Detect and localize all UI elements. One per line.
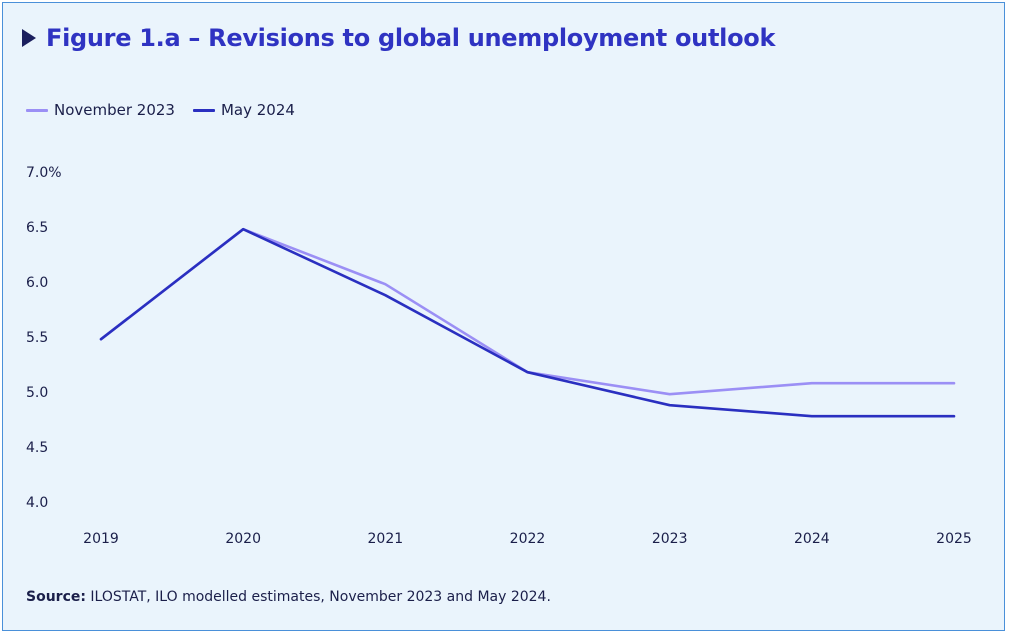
x-axis-ticks: 2019 2020 2021 2022 2023 2024 2025 bbox=[83, 531, 972, 547]
legend-swatch-nov-2023 bbox=[26, 108, 48, 112]
source-label: Source: bbox=[26, 589, 86, 605]
x-tick-label: 2025 bbox=[936, 531, 972, 547]
x-tick-label: 2019 bbox=[83, 531, 119, 547]
y-tick-label: 4.0 bbox=[26, 495, 48, 511]
y-axis-ticks: 7.0% 6.5 6.0 5.5 5.0 4.5 4.0 bbox=[26, 165, 62, 511]
legend-item-may-2024: May 2024 bbox=[192, 101, 295, 119]
series-lines bbox=[99, 227, 956, 418]
y-tick-label: 4.5 bbox=[26, 440, 48, 456]
x-tick-label: 2020 bbox=[225, 531, 261, 547]
legend-swatch-may-2024 bbox=[192, 108, 215, 112]
chart-title: Figure 1.a – Revisions to global unemplo… bbox=[46, 24, 776, 52]
x-tick-label: 2022 bbox=[510, 531, 546, 547]
y-tick-label: 6.0 bbox=[26, 275, 48, 291]
y-tick-label: 6.5 bbox=[26, 220, 48, 236]
source-text: ILOSTAT, ILO modelled estimates, Novembe… bbox=[90, 589, 551, 605]
y-tick-label: 7.0% bbox=[26, 165, 62, 181]
series-line-may-2024 bbox=[99, 227, 956, 418]
legend-label-nov-2023: November 2023 bbox=[54, 101, 175, 119]
x-tick-label: 2021 bbox=[368, 531, 404, 547]
legend-item-nov-2023: November 2023 bbox=[26, 101, 175, 119]
source-note: Source: ILOSTAT, ILO modelled estimates,… bbox=[26, 589, 551, 605]
y-tick-label: 5.0 bbox=[26, 385, 48, 401]
x-tick-label: 2023 bbox=[652, 531, 688, 547]
series-line-nov-2023 bbox=[99, 227, 956, 396]
title-row: Figure 1.a – Revisions to global unemplo… bbox=[22, 24, 775, 52]
y-tick-label: 5.5 bbox=[26, 330, 48, 346]
x-tick-label: 2024 bbox=[794, 531, 830, 547]
legend: November 2023 May 2024 bbox=[26, 101, 313, 119]
legend-label-may-2024: May 2024 bbox=[220, 101, 295, 119]
play-triangle-icon bbox=[22, 29, 36, 47]
